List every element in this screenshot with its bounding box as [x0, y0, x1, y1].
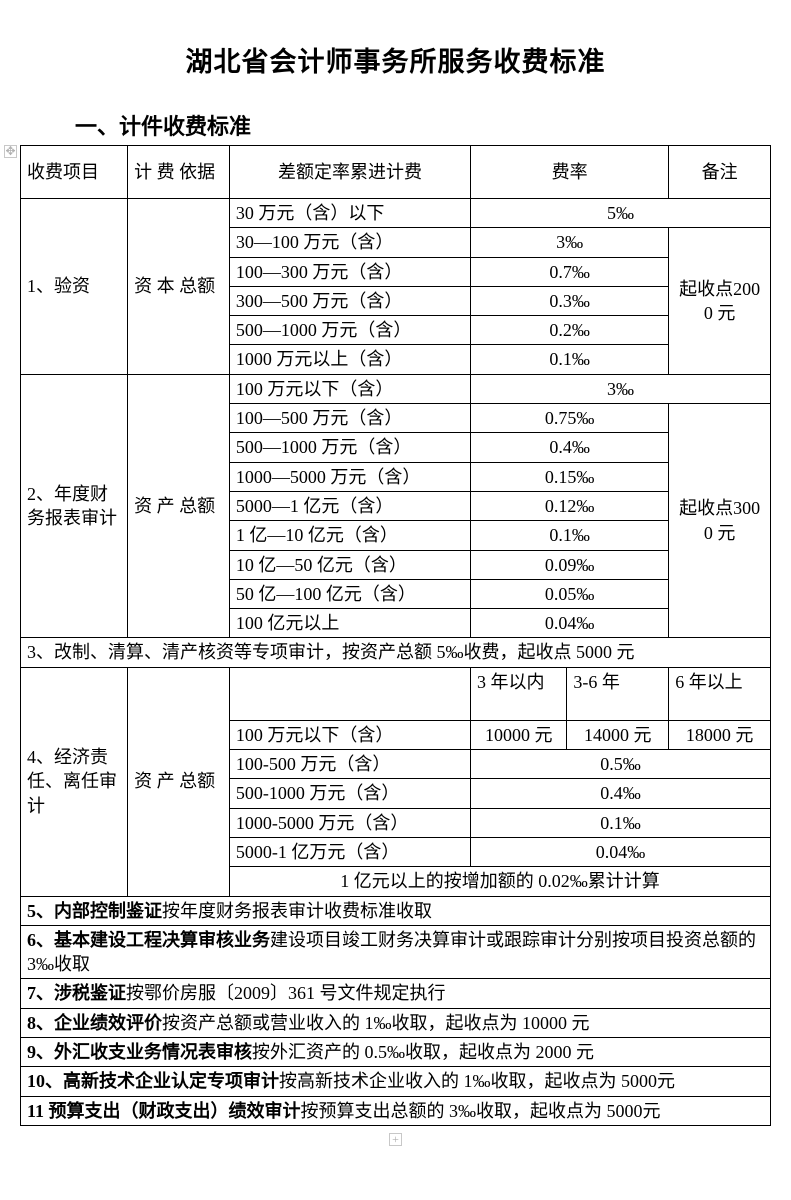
item-name: 4、经济责任、离任审计 [21, 667, 128, 896]
rate-cell: 0.7‰ [470, 257, 668, 286]
item-name: 2、年度财务报表审计 [21, 374, 128, 638]
rate-cell: 0.3‰ [470, 286, 668, 315]
item7-lead: 7、涉税鉴证 [27, 983, 126, 1003]
page-break-marker-icon: + [20, 1132, 771, 1148]
full-text-row: 8、企业绩效评价按资产总额或营业收入的 1‰收取，起收点为 10000 元 [21, 1008, 771, 1037]
anchor-marker-icon: ✥ [4, 145, 17, 158]
rate-cell: 0.12‰ [470, 491, 668, 520]
item11-lead: 11 预算支出（财政支出）绩效审计 [27, 1101, 301, 1121]
full-text-row: 5、内部控制鉴证按年度财务报表审计收费标准收取 [21, 896, 771, 925]
note-cell: 起收点3000 元 [669, 404, 771, 638]
rate-cell: 0.15‰ [470, 462, 668, 491]
item5-lead: 5、内部控制鉴证 [27, 901, 162, 921]
header-rate: 费率 [470, 146, 668, 199]
item-basis: 资 产 总额 [128, 667, 230, 896]
item6-text: 6、基本建设工程决算审核业务建设项目竣工财务决算审计或跟踪审计分别按项目投资总额… [21, 925, 771, 979]
rate-cell: 0.75‰ [470, 404, 668, 433]
header-basis: 计 费 依据 [128, 146, 230, 199]
item-basis: 资 本 总额 [128, 199, 230, 375]
note-cell: 起收点2000 元 [669, 228, 771, 374]
item10-lead: 10、高新技术企业认定专项审计 [27, 1071, 279, 1091]
range-cell: 10 亿—50 亿元（含） [229, 550, 470, 579]
rate-cell: 0.2‰ [470, 316, 668, 345]
item8-rest: 按资产总额或营业收入的 1‰收取，起收点为 10000 元 [162, 1013, 590, 1033]
range-cell: 500—1000 万元（含） [229, 433, 470, 462]
rate-cell: 0.1‰ [470, 345, 668, 374]
table-row: 1、验资 资 本 总额 30 万元（含）以下 5‰ [21, 199, 771, 228]
sub-header-b: 3-6 年 [567, 667, 669, 720]
rate-cell: 0.05‰ [470, 579, 668, 608]
rate-cell: 0.4‰ [470, 433, 668, 462]
sub-header-a: 3 年以内 [470, 667, 566, 720]
range-cell: 30 万元（含）以下 [229, 199, 470, 228]
table-row: 2、年度财务报表审计 资 产 总额 100 万元以下（含） 3‰ [21, 374, 771, 403]
rate-cell: 3‰ [470, 228, 668, 257]
full-text-row: 6、基本建设工程决算审核业务建设项目竣工财务决算审计或跟踪审计分别按项目投资总额… [21, 925, 771, 979]
full-text-row: 9、外汇收支业务情况表审核按外汇资产的 0.5‰收取，起收点为 2000 元 [21, 1038, 771, 1067]
full-text-row: 3、改制、清算、清产核资等专项审计，按资产总额 5‰收费，起收点 5000 元 [21, 638, 771, 667]
range-cell: 500—1000 万元（含） [229, 316, 470, 345]
table-header-row: 收费项目 计 费 依据 差额定率累进计费 费率 备注 [21, 146, 771, 199]
rate-b: 14000 元 [567, 720, 669, 749]
range-cell: 50 亿—100 亿元（含） [229, 579, 470, 608]
item11-text: 11 预算支出（财政支出）绩效审计按预算支出总额的 3‰收取，起收点为 5000… [21, 1096, 771, 1125]
rate-cell: 0.4‰ [470, 779, 770, 808]
range-cell: 100 万元以下（含） [229, 720, 470, 749]
sub-header-c: 6 年以上 [669, 667, 771, 720]
range-cell: 1000-5000 万元（含） [229, 808, 470, 837]
range-cell: 500-1000 万元（含） [229, 779, 470, 808]
range-cell: 1 亿—10 亿元（含） [229, 521, 470, 550]
full-text-row: 11 预算支出（财政支出）绩效审计按预算支出总额的 3‰收取，起收点为 5000… [21, 1096, 771, 1125]
full-text-row: 10、高新技术企业认定专项审计按高新技术企业收入的 1‰收取，起收点为 5000… [21, 1067, 771, 1096]
item9-lead: 9、外汇收支业务情况表审核 [27, 1042, 252, 1062]
item8-lead: 8、企业绩效评价 [27, 1013, 162, 1033]
rate-cell: 3‰ [470, 374, 770, 403]
item10-text: 10、高新技术企业认定专项审计按高新技术企业收入的 1‰收取，起收点为 5000… [21, 1067, 771, 1096]
item10-rest: 按高新技术企业收入的 1‰收取，起收点为 5000元 [279, 1071, 675, 1091]
fee-table: 收费项目 计 费 依据 差额定率累进计费 费率 备注 1、验资 资 本 总额 3… [20, 145, 771, 1126]
item11-rest: 按预算支出总额的 3‰收取，起收点为 5000元 [301, 1101, 661, 1121]
rate-cell: 0.1‰ [470, 521, 668, 550]
rate-c: 18000 元 [669, 720, 771, 749]
header-note: 备注 [669, 146, 771, 199]
range-cell: 30—100 万元（含） [229, 228, 470, 257]
header-item: 收费项目 [21, 146, 128, 199]
section-heading: 一、计件收费标准 [75, 109, 771, 141]
item-name: 1、验资 [21, 199, 128, 375]
range-cell: 1000—5000 万元（含） [229, 462, 470, 491]
range-cell: 300—500 万元（含） [229, 286, 470, 315]
rate-a: 10000 元 [470, 720, 566, 749]
range-cell: 100—500 万元（含） [229, 404, 470, 433]
item7-rest: 按鄂价房服〔2009〕361 号文件规定执行 [126, 983, 446, 1003]
rate-cell: 0.5‰ [470, 750, 770, 779]
item5-rest: 按年度财务报表审计收费标准收取 [162, 901, 432, 921]
item6-lead: 6、基本建设工程决算审核业务 [27, 930, 270, 950]
item4-tail: 1 亿元以上的按增加额的 0.02‰累计计算 [229, 867, 770, 896]
document-root: 湖北省会计师事务所服务收费标准 一、计件收费标准 ✥ 收费项目 计 费 依据 差… [20, 40, 771, 1148]
rate-cell: 5‰ [470, 199, 770, 228]
item9-text: 9、外汇收支业务情况表审核按外汇资产的 0.5‰收取，起收点为 2000 元 [21, 1038, 771, 1067]
item5-text: 5、内部控制鉴证按年度财务报表审计收费标准收取 [21, 896, 771, 925]
empty-cell [229, 667, 470, 720]
range-cell: 5000-1 亿万元（含） [229, 837, 470, 866]
item8-text: 8、企业绩效评价按资产总额或营业收入的 1‰收取，起收点为 10000 元 [21, 1008, 771, 1037]
range-cell: 1000 万元以上（含） [229, 345, 470, 374]
item3-text: 3、改制、清算、清产核资等专项审计，按资产总额 5‰收费，起收点 5000 元 [21, 638, 771, 667]
rate-cell: 0.04‰ [470, 609, 668, 638]
full-text-row: 7、涉税鉴证按鄂价房服〔2009〕361 号文件规定执行 [21, 979, 771, 1008]
range-cell: 100 万元以下（含） [229, 374, 470, 403]
range-cell: 5000—1 亿元（含） [229, 491, 470, 520]
header-range: 差额定率累进计费 [229, 146, 470, 199]
table-row: 4、经济责任、离任审计 资 产 总额 3 年以内 3-6 年 6 年以上 [21, 667, 771, 720]
rate-cell: 0.09‰ [470, 550, 668, 579]
range-cell: 100—300 万元（含） [229, 257, 470, 286]
page-title: 湖北省会计师事务所服务收费标准 [20, 40, 771, 79]
item9-rest: 按外汇资产的 0.5‰收取，起收点为 2000 元 [252, 1042, 594, 1062]
item7-text: 7、涉税鉴证按鄂价房服〔2009〕361 号文件规定执行 [21, 979, 771, 1008]
range-cell: 100 亿元以上 [229, 609, 470, 638]
range-cell: 100-500 万元（含） [229, 750, 470, 779]
rate-cell: 0.04‰ [470, 837, 770, 866]
item-basis: 资 产 总额 [128, 374, 230, 638]
rate-cell: 0.1‰ [470, 808, 770, 837]
